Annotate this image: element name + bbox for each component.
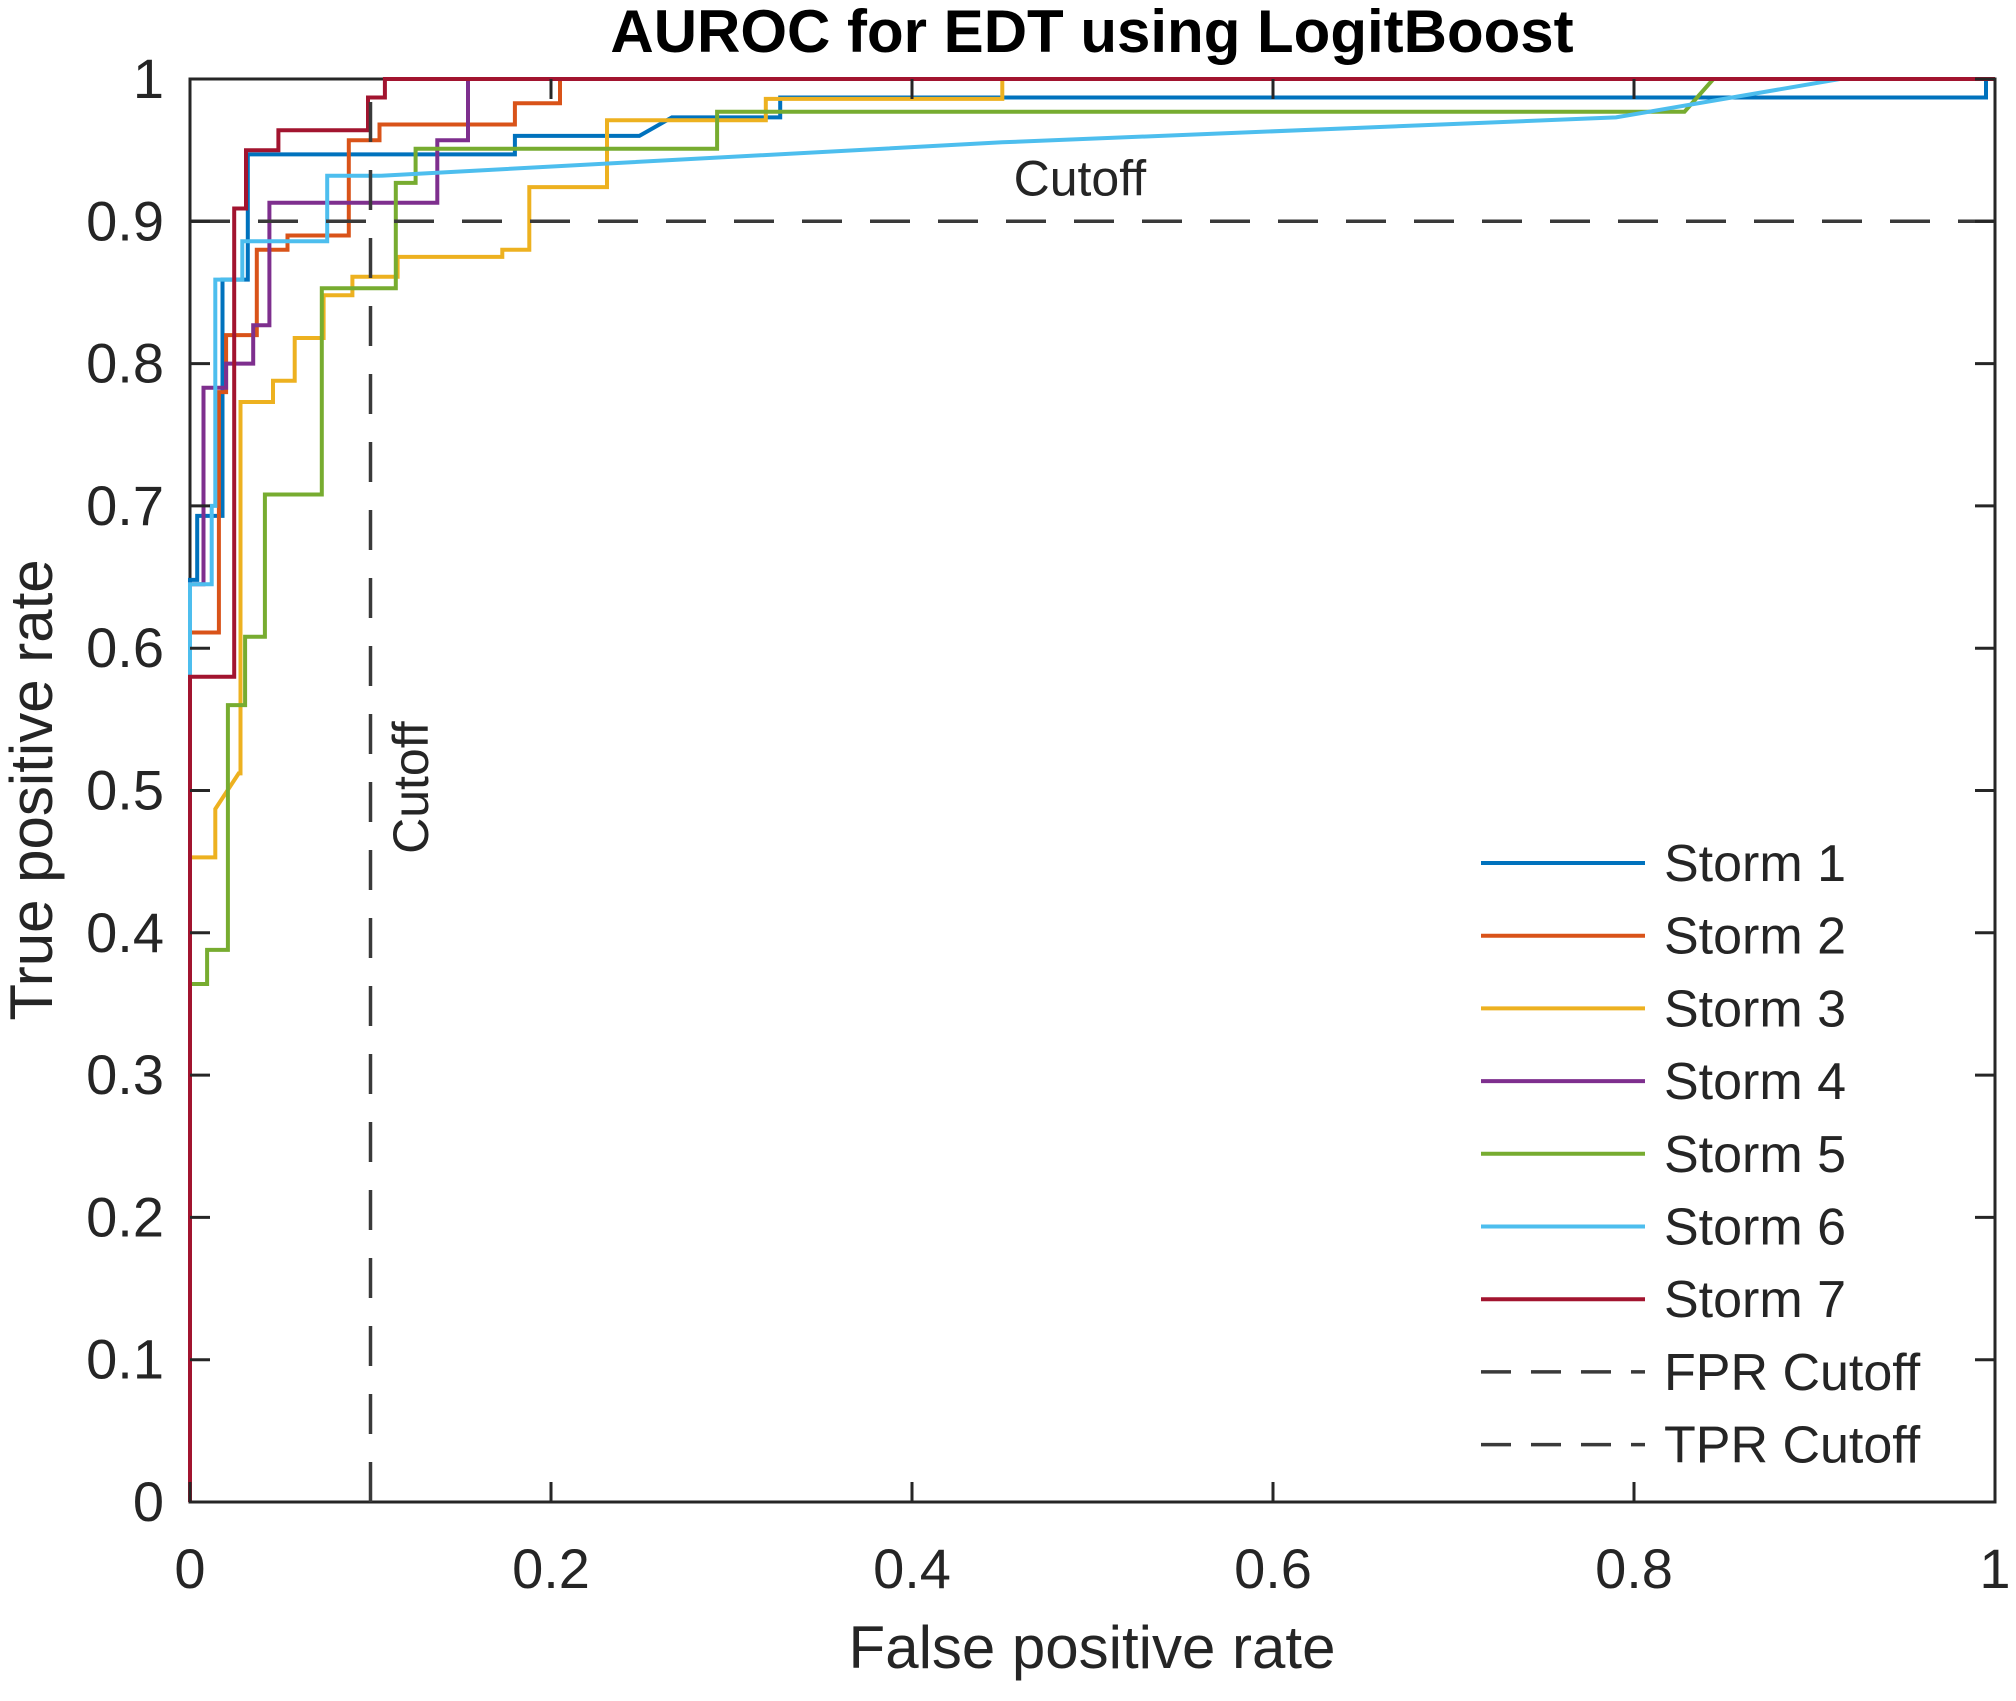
chart-title: AUROC for EDT using LogitBoost <box>610 0 1573 65</box>
legend-label: TPR Cutoff <box>1664 1417 1921 1475</box>
legend-item-storm-7: Storm 7 <box>1481 1271 1846 1329</box>
legend-label: Storm 6 <box>1664 1199 1846 1257</box>
annotations: Cutoff Cutoff <box>383 151 1146 854</box>
y-tick-label: 0 <box>133 1470 164 1533</box>
axis-ticks: 0 0.2 0.4 0.6 0.8 1 0 0.1 0.2 0.3 0.4 0.5 0.6 0.7 0.8 0… <box>86 47 2010 1600</box>
roc-curve-storm-2 <box>188 77 1995 1502</box>
roc-curve-storm-6 <box>188 77 1995 1502</box>
legend-item-tpr-cutoff: TPR Cutoff <box>1481 1417 1921 1475</box>
y-tick-label: 0.7 <box>86 474 164 537</box>
roc-curve-storm-7 <box>188 77 1995 1502</box>
legend-label: Storm 3 <box>1664 980 1846 1038</box>
legend-item-storm-6: Storm 6 <box>1481 1199 1846 1257</box>
legend-item-storm-4: Storm 4 <box>1481 1053 1846 1111</box>
roc-curve-storm-4 <box>188 77 1995 1502</box>
y-tick-label: 1 <box>133 47 164 110</box>
x-tick-label: 0.2 <box>512 1537 590 1600</box>
y-tick-label: 0.5 <box>86 759 164 822</box>
x-tick-label: 0.6 <box>1234 1537 1312 1600</box>
legend-label: Storm 2 <box>1664 908 1846 966</box>
x-tick-label: 0.4 <box>873 1537 951 1600</box>
y-tick-label: 0.1 <box>86 1328 164 1391</box>
y-tick-label: 0.3 <box>86 1043 164 1106</box>
legend-label: FPR Cutoff <box>1664 1344 1921 1402</box>
legend-item-storm-2: Storm 2 <box>1481 908 1846 966</box>
cutoff-annotation-vertical: Cutoff <box>383 721 439 854</box>
x-tick-label: 0.8 <box>1595 1537 1673 1600</box>
legend-label: Storm 7 <box>1664 1271 1846 1329</box>
x-tick-label: 1 <box>1979 1537 2010 1600</box>
roc-curve-storm-3 <box>188 77 1995 1502</box>
y-tick-label: 0.8 <box>86 332 164 395</box>
y-tick-label: 0.9 <box>86 189 164 252</box>
legend-item-storm-3: Storm 3 <box>1481 980 1846 1038</box>
legend-item-storm-5: Storm 5 <box>1481 1126 1846 1184</box>
roc-curves <box>188 77 1995 1502</box>
legend-item-fpr-cutoff: FPR Cutoff <box>1481 1344 1921 1402</box>
roc-curve-storm-1 <box>188 77 1995 1502</box>
legend-label: Storm 4 <box>1664 1053 1846 1111</box>
cutoff-lines <box>190 79 1995 1502</box>
y-tick-label: 0.6 <box>86 616 164 679</box>
y-axis-label: True positive rate <box>0 559 65 1020</box>
y-tick-label: 0.4 <box>86 901 164 964</box>
legend-label: Storm 1 <box>1664 835 1846 893</box>
x-tick-label: 0 <box>174 1537 205 1600</box>
x-axis-label: False positive rate <box>849 1614 1336 1681</box>
y-tick-label: 0.2 <box>86 1185 164 1248</box>
legend-label: Storm 5 <box>1664 1126 1846 1184</box>
cutoff-annotation-horizontal: Cutoff <box>1014 151 1147 207</box>
legend: Storm 1 Storm 2 Storm 3 Storm 4 Storm 5 Storm… <box>1481 835 1921 1475</box>
legend-item-storm-1: Storm 1 <box>1481 835 1846 893</box>
roc-curve-storm-5 <box>188 77 1995 1502</box>
